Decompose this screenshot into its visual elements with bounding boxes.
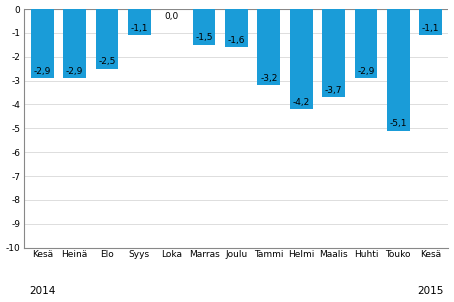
Bar — [419, 9, 442, 35]
Text: -1,1: -1,1 — [422, 24, 439, 33]
Bar — [128, 9, 151, 35]
Text: -4,2: -4,2 — [292, 98, 310, 107]
Text: -3,7: -3,7 — [325, 86, 342, 95]
Text: -2,5: -2,5 — [99, 57, 116, 66]
Text: -1,5: -1,5 — [195, 34, 213, 43]
Bar — [31, 9, 54, 78]
Bar — [387, 9, 410, 131]
Text: -5,1: -5,1 — [390, 119, 407, 128]
Bar — [290, 9, 312, 109]
Bar — [63, 9, 86, 78]
Bar — [355, 9, 377, 78]
Text: 2014: 2014 — [29, 286, 55, 297]
Bar — [96, 9, 118, 69]
Text: -1,6: -1,6 — [228, 36, 245, 45]
Text: -2,9: -2,9 — [357, 67, 375, 76]
Text: -1,1: -1,1 — [131, 24, 148, 33]
Text: -2,9: -2,9 — [66, 67, 84, 76]
Bar — [257, 9, 280, 85]
Text: -3,2: -3,2 — [260, 74, 277, 83]
Text: 0,0: 0,0 — [165, 12, 179, 21]
Bar — [225, 9, 248, 47]
Bar — [193, 9, 215, 45]
Text: 2015: 2015 — [418, 286, 444, 297]
Text: -2,9: -2,9 — [34, 67, 51, 76]
Bar — [322, 9, 345, 97]
